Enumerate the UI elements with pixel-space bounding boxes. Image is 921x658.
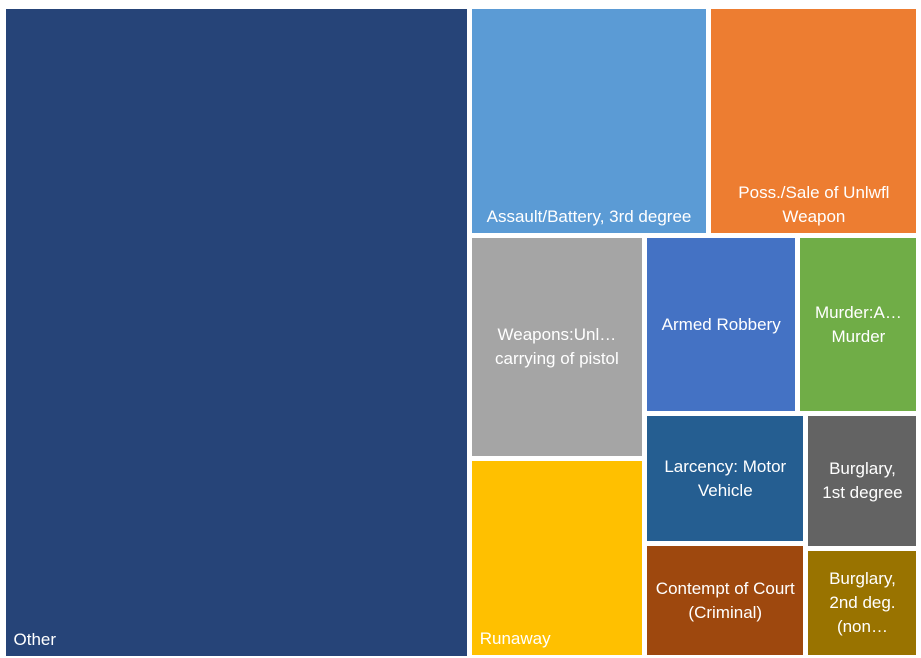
tile: Weapons:Unl… carrying of pistol <box>471 238 643 457</box>
tile: Other <box>5 8 467 656</box>
tile-label: Assault/Battery, 3rd degree <box>486 207 692 227</box>
tile: Armed Robbery <box>647 238 796 411</box>
tile-label: Burglary, 2nd deg. (non… <box>829 569 896 637</box>
tile-label: Weapons:Unl… carrying of pistol <box>495 325 619 369</box>
tile-label: Runaway <box>479 629 551 649</box>
tile: Runaway <box>471 461 643 656</box>
tile-label: Larcency: Motor Vehicle <box>664 456 787 500</box>
tile: Burglary, 1st degree <box>808 415 917 547</box>
tile-label: Contempt of Court (Criminal) <box>655 578 795 622</box>
tile-label: Poss./Sale of Unlwfl Weapon <box>738 183 890 227</box>
tile-label: Other <box>13 629 57 649</box>
tile-label: Armed Robbery <box>661 314 781 334</box>
tile: Burglary, 2nd deg. (non… <box>808 551 917 656</box>
tile-label: Murder:A… Murder <box>814 302 902 346</box>
tile: Murder:A… Murder <box>800 238 917 411</box>
tile: Contempt of Court (Criminal) <box>647 546 804 656</box>
tile: Larcency: Motor Vehicle <box>647 415 804 542</box>
tile: Assault/Battery, 3rd degree <box>471 8 707 234</box>
tile: Poss./Sale of Unlwfl Weapon <box>711 8 917 234</box>
tile-label: Burglary, 1st degree <box>822 459 903 503</box>
